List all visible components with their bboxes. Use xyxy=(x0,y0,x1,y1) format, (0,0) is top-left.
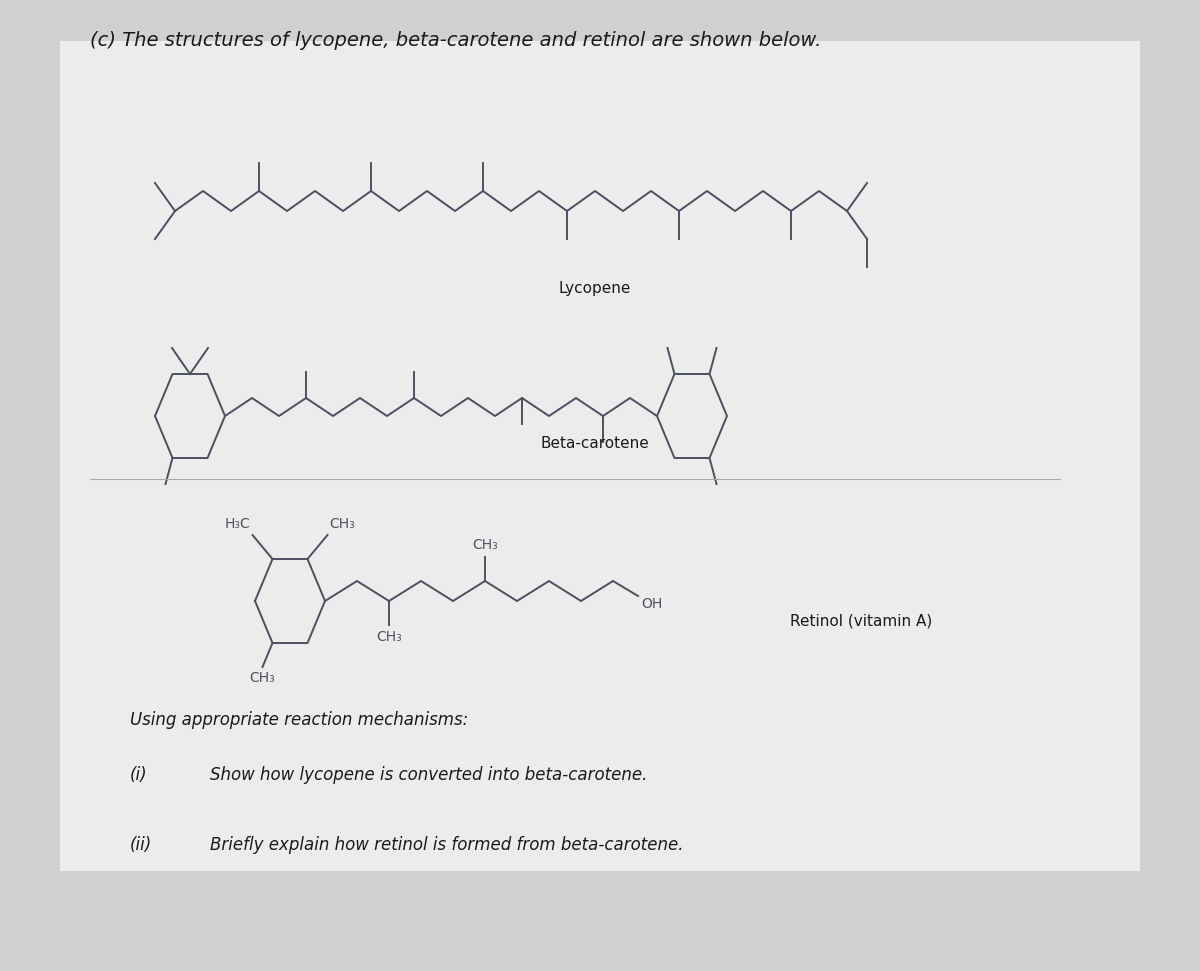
Text: CH₃: CH₃ xyxy=(472,538,498,552)
Text: (c) The structures of lycopene, beta-carotene and retinol are shown below.: (c) The structures of lycopene, beta-car… xyxy=(90,31,821,50)
Text: CH₃: CH₃ xyxy=(330,517,355,531)
Text: Briefly explain how retinol is formed from beta-carotene.: Briefly explain how retinol is formed fr… xyxy=(210,836,684,854)
FancyBboxPatch shape xyxy=(60,41,1140,871)
Text: (ii): (ii) xyxy=(130,836,152,854)
Text: CH₃: CH₃ xyxy=(250,671,275,685)
Text: Using appropriate reaction mechanisms:: Using appropriate reaction mechanisms: xyxy=(130,711,468,729)
Text: Retinol (vitamin A): Retinol (vitamin A) xyxy=(790,614,932,628)
Text: (i): (i) xyxy=(130,766,148,784)
Text: Beta-carotene: Beta-carotene xyxy=(541,436,649,451)
Text: OH: OH xyxy=(641,597,662,611)
Text: Show how lycopene is converted into beta-carotene.: Show how lycopene is converted into beta… xyxy=(210,766,647,784)
Text: H₃C: H₃C xyxy=(224,517,251,531)
Text: Lycopene: Lycopene xyxy=(559,281,631,296)
Text: CH₃: CH₃ xyxy=(376,630,402,644)
